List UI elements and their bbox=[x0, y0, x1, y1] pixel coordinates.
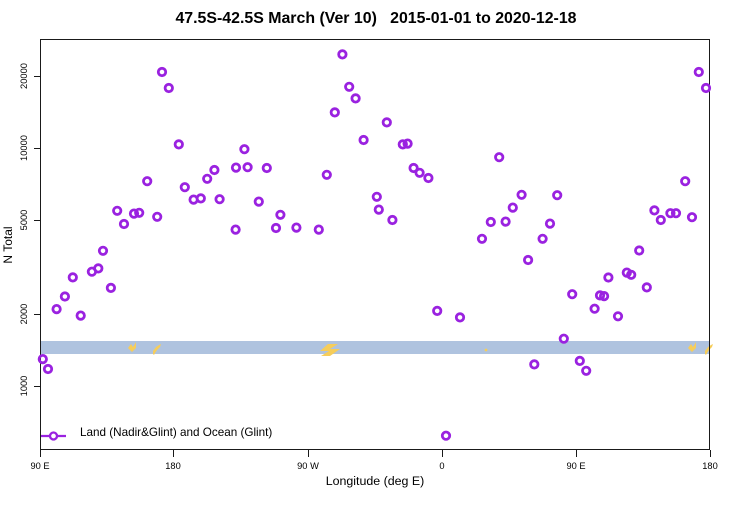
svg-text:90 E: 90 E bbox=[30, 461, 49, 471]
svg-text:N Total: N Total bbox=[1, 226, 15, 263]
svg-text:90 E: 90 E bbox=[566, 461, 585, 471]
svg-text:180: 180 bbox=[165, 461, 181, 471]
svg-text:47.5S-42.5S March (Ver 10) 2: 47.5S-42.5S March (Ver 10) 2015-01-01 to… bbox=[175, 10, 576, 27]
svg-text:180: 180 bbox=[702, 461, 718, 471]
svg-text:5000: 5000 bbox=[19, 210, 29, 231]
svg-text:2000: 2000 bbox=[19, 304, 29, 325]
svg-text:1000: 1000 bbox=[19, 376, 29, 397]
svg-text:Land (Nadir&Glint) and Ocean (: Land (Nadir&Glint) and Ocean (Glint) bbox=[80, 426, 272, 439]
svg-text:10000: 10000 bbox=[19, 135, 29, 161]
svg-text:Longitude (deg E): Longitude (deg E) bbox=[326, 474, 425, 488]
svg-text:90 W: 90 W bbox=[297, 461, 319, 471]
svg-text:0: 0 bbox=[439, 461, 444, 471]
svg-text:20000: 20000 bbox=[19, 63, 29, 89]
